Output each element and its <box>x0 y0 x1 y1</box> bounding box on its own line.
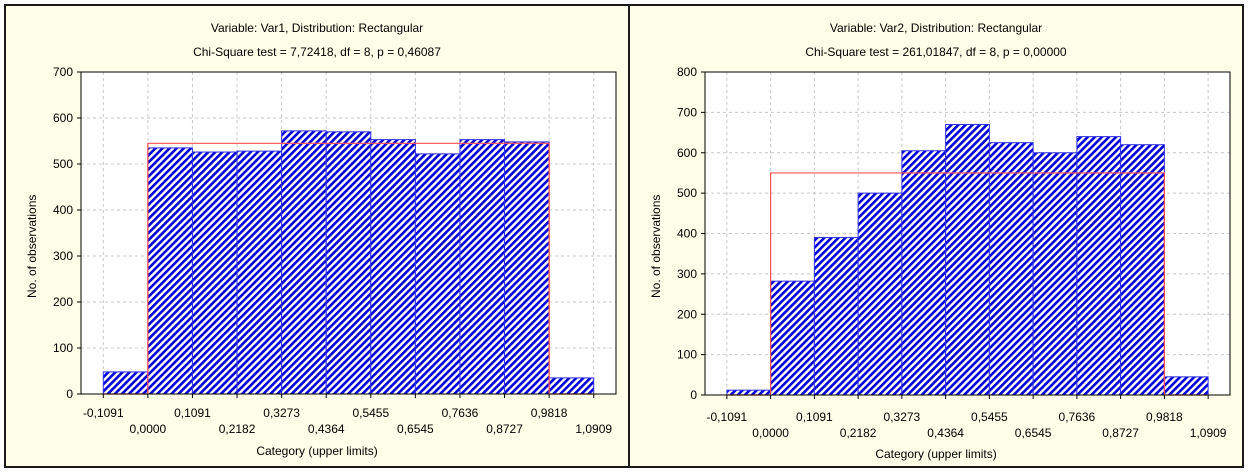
y-tick-label: 600 <box>677 146 697 160</box>
chart-var1-svg: 0 100 200 300 400 500 600 700 -0,1091 0,0000 0,109… <box>53 65 617 436</box>
x-tick-label: 0,1091 <box>796 410 833 424</box>
x-tick-label: 0,7636 <box>1059 410 1096 424</box>
chart-panel-var1: 0 100 200 300 400 500 600 700 -0,1091 0,0000 0,109… <box>4 4 630 468</box>
bar <box>1120 144 1165 396</box>
bar <box>147 147 193 395</box>
x-tick-label: 0,6545 <box>1015 426 1052 440</box>
x-tick-label: 0,0000 <box>752 426 789 440</box>
bar <box>1076 136 1122 396</box>
x-tick-label: 0,1091 <box>174 406 211 420</box>
x-tick-label: 0,6545 <box>397 422 434 436</box>
x-axis-label: Category (upper limits) <box>875 447 997 461</box>
chart-subtitle: Chi-Square test = 7,72418, df = 8, p = 0… <box>193 45 441 59</box>
bar <box>770 280 815 396</box>
bar <box>901 150 947 396</box>
y-tick-label: 200 <box>677 307 697 321</box>
x-tick-label: 1,0909 <box>575 422 612 436</box>
y-tick-label: 500 <box>53 157 73 171</box>
x-tick-label: 0,3273 <box>884 410 921 424</box>
x-tick-label: 0,0000 <box>130 422 167 436</box>
bar <box>281 130 327 395</box>
bar <box>414 153 461 395</box>
chart-title: Variable: Var2, Distribution: Rectangula… <box>829 21 1043 35</box>
bar <box>857 192 903 396</box>
x-axis-label: Category (upper limits) <box>256 444 378 458</box>
x-tick-label: 0,5455 <box>352 406 389 420</box>
chart-subtitle: Chi-Square test = 261,01847, df = 8, p =… <box>805 45 1067 59</box>
chart-var2-svg: 0 100 200 300 400 500 600 700 800 -0,1091 0,0000 0,… <box>677 65 1231 440</box>
x-tick-label: 0,8727 <box>1102 426 1139 440</box>
bar <box>325 131 372 395</box>
y-tick-label: 800 <box>677 65 697 79</box>
x-tick-label: 0,2182 <box>219 422 256 436</box>
x-tick-label: 0,3273 <box>263 406 300 420</box>
bar <box>236 150 283 395</box>
plot-frame <box>704 71 1231 396</box>
y-axis-label: No. of observations <box>25 194 39 298</box>
y-tick-label: 100 <box>677 348 697 362</box>
x-tick-label: 0,5455 <box>971 410 1008 424</box>
y-tick-label: 0 <box>690 388 697 402</box>
x-tick-label: 0,7636 <box>442 406 479 420</box>
y-tick-label: 500 <box>677 186 697 200</box>
x-tick-label: -0,1091 <box>83 406 124 420</box>
x-tick-label: 0,9818 <box>1146 410 1183 424</box>
bar <box>459 139 506 395</box>
y-axis-label: No. of observations <box>649 194 663 298</box>
y-tick-label: 700 <box>677 105 697 119</box>
bar <box>504 141 550 395</box>
x-tick-label: 0,4364 <box>927 426 964 440</box>
bar <box>548 377 595 395</box>
bar <box>1032 152 1078 396</box>
y-tick-label: 100 <box>53 341 73 355</box>
y-tick-label: 700 <box>53 65 73 79</box>
bar <box>945 123 990 396</box>
x-tick-label: 0,2182 <box>840 426 877 440</box>
chart-title: Variable: Var1, Distribution: Rectangula… <box>210 21 424 35</box>
bar <box>191 151 238 395</box>
bar <box>1163 376 1209 396</box>
x-tick-label: 1,0909 <box>1190 426 1227 440</box>
y-tick-label: 400 <box>53 203 73 217</box>
bar <box>370 139 416 395</box>
chart-panel-var2: 0 100 200 300 400 500 600 700 800 -0,1091 0,0000 0,… <box>628 4 1244 468</box>
x-tick-label: 0,8727 <box>486 422 523 436</box>
x-tick-label: 0,4364 <box>308 422 345 436</box>
bar <box>102 371 149 395</box>
y-tick-label: 600 <box>53 111 73 125</box>
y-tick-label: 300 <box>53 249 73 263</box>
y-tick-label: 0 <box>66 387 73 401</box>
bar <box>813 237 859 396</box>
bar <box>726 389 772 396</box>
x-tick-label: -0,1091 <box>707 410 748 424</box>
y-tick-label: 200 <box>53 295 73 309</box>
y-tick-label: 300 <box>677 267 697 281</box>
x-tick-label: 0,9818 <box>531 406 568 420</box>
bar <box>988 142 1034 396</box>
plot-frame <box>80 71 617 395</box>
y-tick-label: 400 <box>677 227 697 241</box>
